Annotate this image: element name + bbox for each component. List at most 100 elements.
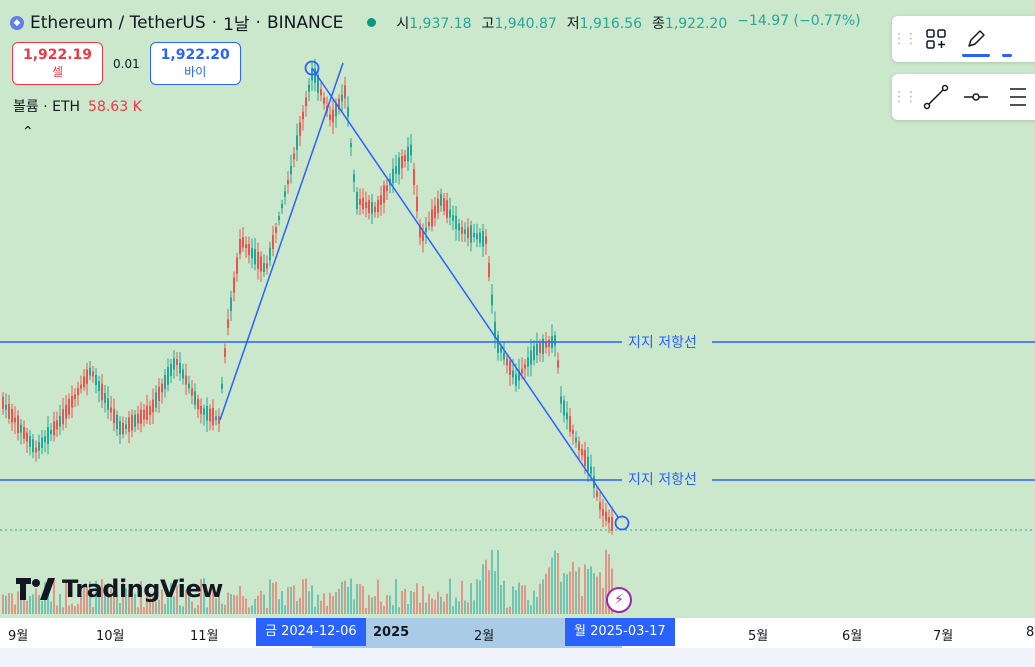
buy-button[interactable]: 1,922.20 바이 <box>149 42 241 85</box>
candle-body <box>524 364 526 369</box>
volume-bar <box>530 605 532 614</box>
candle-body <box>308 84 310 92</box>
add-widget-icon[interactable] <box>916 19 956 59</box>
volume-bar <box>500 584 502 614</box>
interval[interactable]: 1날 <box>223 15 250 35</box>
grip-icon[interactable]: ⋮⋮ <box>892 31 918 47</box>
trend-line-icon[interactable] <box>916 77 956 117</box>
volume-bar <box>323 593 325 614</box>
candle-body <box>65 404 67 419</box>
volume-legend[interactable]: 볼륨 · ETH 58.63 K <box>13 96 142 116</box>
pencil-icon[interactable] <box>956 19 996 59</box>
tradingview-logo[interactable]: TradingView <box>16 575 223 603</box>
candle-body <box>515 374 517 386</box>
volume-bar <box>305 578 307 614</box>
fib-icon[interactable] <box>996 77 1035 117</box>
volume-bar <box>206 607 208 614</box>
volume-bar <box>545 573 547 614</box>
volume-label: 볼륨 · ETH <box>13 99 81 115</box>
volume-bar <box>128 590 130 614</box>
candle-body <box>47 427 49 445</box>
volume-bar <box>389 595 391 614</box>
volume-bar <box>581 596 583 614</box>
candle-body <box>479 232 481 243</box>
volume-bar <box>125 588 127 614</box>
candle-body <box>335 103 337 117</box>
volume-bar <box>68 605 70 614</box>
volume-bar <box>161 589 163 614</box>
candle-body <box>509 361 511 375</box>
selected-start-date[interactable]: 금 2024-12-06 <box>256 618 366 646</box>
grip-icon[interactable]: ⋮⋮ <box>892 89 918 105</box>
candle-body <box>539 343 541 353</box>
tradingview-wordmark: TradingView <box>62 575 223 603</box>
volume-value: 58.63 K <box>88 99 142 115</box>
volume-bar <box>452 606 454 614</box>
candle-body <box>248 244 250 256</box>
candle-body <box>101 383 103 401</box>
volume-bar <box>464 600 466 614</box>
volume-bar <box>506 607 508 614</box>
volume-bar <box>146 591 148 614</box>
candle-body <box>470 225 472 243</box>
chevron-up-icon[interactable]: ⌃ <box>22 124 34 140</box>
selected-end-date[interactable]: 월 2025-03-17 <box>565 618 675 646</box>
volume-bar <box>203 578 205 614</box>
volume-bar <box>557 553 559 614</box>
candle-body <box>413 169 415 185</box>
chart-canvas[interactable] <box>0 0 1035 618</box>
volume-bar <box>437 591 439 614</box>
candle-body <box>164 375 166 389</box>
sell-button[interactable]: 1,922.19 셀 <box>12 42 103 85</box>
candle-body <box>41 437 43 448</box>
volume-bar <box>134 593 136 614</box>
volume-bar <box>314 606 316 614</box>
symbol-header: ◆ Ethereum / TetherUS · 1날 · BINANCE 시1,… <box>10 10 861 35</box>
candle-body <box>185 375 187 385</box>
volume-bar <box>413 591 415 614</box>
symbol-pair[interactable]: Ethereum / TetherUS <box>30 12 206 33</box>
more-icon[interactable] <box>996 19 1035 59</box>
candle-body <box>611 516 613 531</box>
candle-body <box>209 408 211 422</box>
volume-bar <box>29 595 31 614</box>
candle-body <box>215 416 217 421</box>
chart-area[interactable]: ◆ Ethereum / TetherUS · 1날 · BINANCE 시1,… <box>0 0 1035 618</box>
volume-bar <box>200 579 202 614</box>
candle-body <box>152 399 154 413</box>
candle-body <box>458 223 460 231</box>
trend-line-up <box>219 62 344 421</box>
low-label: 저 <box>566 15 580 32</box>
volume-bar <box>575 571 577 614</box>
horizontal-line-icon[interactable] <box>956 77 996 117</box>
volume-bar <box>137 607 139 614</box>
volume-bar <box>602 587 604 614</box>
volume-bar <box>149 593 151 614</box>
volume-bar <box>383 605 385 614</box>
volume-bar <box>38 594 40 614</box>
support-resistance-label-1[interactable]: 지지 저항선 <box>622 332 703 352</box>
candle-body <box>467 227 469 239</box>
candle-body <box>416 196 418 212</box>
volume-bar <box>278 599 280 614</box>
candle-body <box>560 396 562 404</box>
volume-bar <box>518 582 520 614</box>
volume-bar <box>155 601 157 614</box>
volume-bar <box>311 585 313 614</box>
candle-body <box>488 262 490 278</box>
candle-body <box>107 398 109 410</box>
volume-bar <box>425 602 427 614</box>
candle-body <box>533 345 535 361</box>
volume-bar <box>272 582 274 614</box>
time-axis[interactable]: 9월 10월 11월 2025 2월 5월 6월 7월 8 금 2024-12-… <box>0 618 1035 648</box>
lightning-icon[interactable]: ⚡ <box>606 587 632 613</box>
candle-body <box>425 227 427 233</box>
volume-bar <box>512 586 514 614</box>
volume-bar <box>440 596 442 614</box>
candle-body <box>299 122 301 136</box>
candle-body <box>530 350 532 365</box>
candle-body <box>344 85 346 99</box>
candle-body <box>95 374 97 386</box>
volume-bar <box>236 595 238 614</box>
support-resistance-label-2[interactable]: 지지 저항선 <box>622 469 703 489</box>
